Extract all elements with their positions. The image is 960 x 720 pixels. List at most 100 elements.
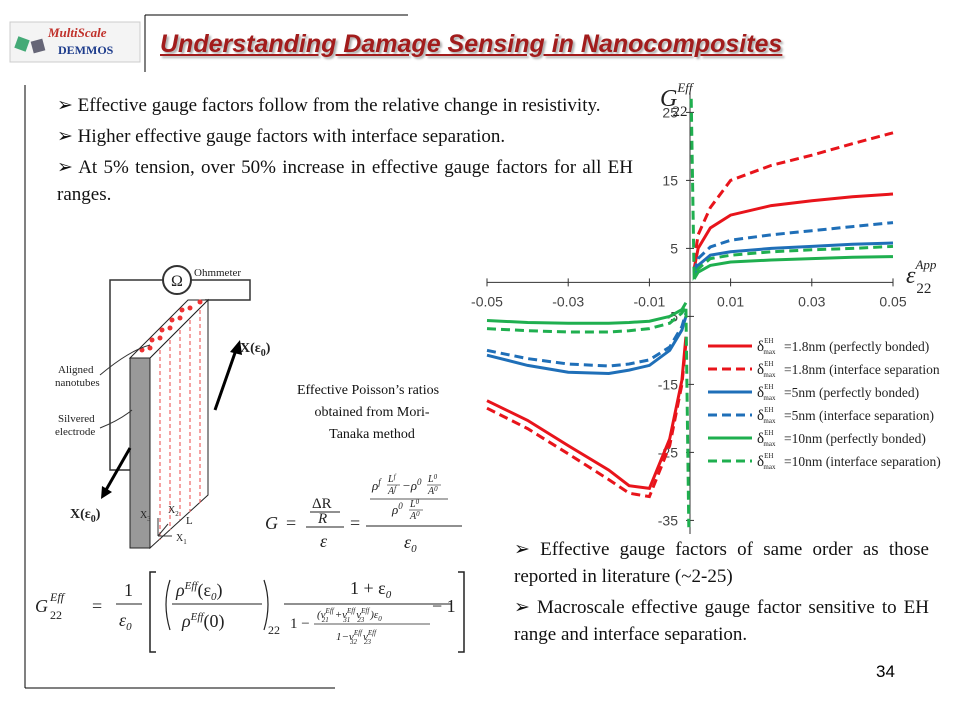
eq-term: ρ <box>391 502 398 517</box>
logo: MultiScale DEMMOS <box>9 21 141 63</box>
x-tick-label: 0.05 <box>879 293 906 309</box>
data-line <box>486 131 894 499</box>
load-close: ) <box>96 507 101 522</box>
electrode-label: electrode <box>55 426 95 438</box>
legend-symbol: δEH max <box>757 360 776 379</box>
eq-num: Af <box>387 485 397 497</box>
load-right: X(ε0) <box>240 341 271 359</box>
electrode-label: Silvered <box>58 413 95 425</box>
axis-x: X <box>176 533 184 544</box>
eq-num: Lf <box>387 473 397 485</box>
logo-bottom: DEMMOS <box>58 43 114 57</box>
axis-label: X1 <box>176 533 187 546</box>
eq-term: ε <box>320 531 328 551</box>
caption: Effective Poisson’s ratios obtained from… <box>297 383 439 442</box>
eq-term: 22 <box>50 608 62 622</box>
eq-small-num: (νEff 21 +νEff 31 νEff 23)ε0 <box>317 607 382 624</box>
data-line <box>486 255 894 325</box>
logo-top: MultiScale <box>47 25 107 40</box>
eq-term: Eff <box>353 629 363 637</box>
eq-term: 23 <box>364 638 372 646</box>
axis-label: X3 <box>140 510 151 523</box>
legend-symbol-sup: EH <box>764 383 773 391</box>
data-line <box>486 221 894 368</box>
legend-label: =1.8nm (perfectly bonded) <box>784 339 929 354</box>
legend-symbol-base: δ <box>757 408 764 424</box>
legend-symbol: δEH max <box>757 337 776 356</box>
x-tick-label: -0.03 <box>552 293 584 309</box>
legend-label: =5nm (perfectly bonded) <box>784 385 919 400</box>
legend-symbol-sup: EH <box>764 429 773 437</box>
eq-num: −ρ0 <box>402 477 422 493</box>
eq-term: L <box>427 474 434 485</box>
eq-term: Eff <box>367 629 377 637</box>
eq-term: 0 <box>126 621 132 633</box>
eq-term: 1 <box>124 580 133 600</box>
bullet: Effective gauge factors follow from the … <box>57 92 633 119</box>
x-tick-label: -0.01 <box>633 293 665 309</box>
legend-symbol-sub: max <box>763 440 776 448</box>
load-text: X(ε <box>70 507 91 522</box>
eq-term: (0) <box>203 611 224 632</box>
eq-term: 0 <box>416 510 420 518</box>
eq-term: ΔR <box>312 496 332 512</box>
load-sub: 0 <box>91 514 96 525</box>
legend: δEH max =1.8nm (perfectly bonded)δEH max =1.… <box>702 333 958 475</box>
caption-line: obtained from Mori- <box>314 405 429 420</box>
eq-term: Eff <box>360 607 370 615</box>
axis-label-sup: Eff <box>676 80 695 95</box>
eq-term: 0 <box>434 485 438 493</box>
eq-term: 0 <box>211 591 217 603</box>
axis-x: X <box>140 510 148 521</box>
frame <box>24 14 408 689</box>
axis-sub: 3 <box>147 515 151 523</box>
eq-term: −ρ <box>402 478 417 493</box>
eq-term: ρ <box>175 580 185 600</box>
legend-symbol-sub: max <box>763 463 776 471</box>
eq-term: +ν <box>335 609 347 621</box>
legend-symbol-sub: max <box>763 394 776 402</box>
eq-term: A <box>409 511 417 522</box>
eq-term: G <box>35 596 48 616</box>
eq-term: f <box>378 477 382 487</box>
eq-term: Eff <box>346 607 356 615</box>
axis-x: X <box>168 505 176 516</box>
bullet: Effective gauge factors of same order as… <box>514 536 929 590</box>
eq-term: G <box>265 513 278 533</box>
legend-symbol-sup: EH <box>764 406 773 414</box>
y-tick-label: 25 <box>662 104 678 120</box>
nanotubes-label: nanotubes <box>55 377 100 389</box>
legend-label: =10nm (interface separation) <box>784 454 941 469</box>
load-sub: 0 <box>261 348 266 359</box>
eq-term: ν <box>363 631 368 643</box>
eq-term: 23 <box>357 616 365 624</box>
eq-term: 32 <box>349 638 358 646</box>
eq-term: 0 <box>417 477 422 487</box>
eq-term: Eff <box>49 590 66 604</box>
eq-term: Eff <box>325 607 335 615</box>
y-tick-label: 15 <box>662 172 678 188</box>
legend-symbol: δEH max <box>757 383 776 402</box>
eq-term: 0 <box>416 498 420 506</box>
x-tick-label: 0.01 <box>717 293 744 309</box>
bullet: Macroscale effective gauge factor sensit… <box>514 594 929 648</box>
eq-term: 0 <box>386 589 392 601</box>
eq-term: L <box>387 474 394 485</box>
legend-symbol: δEH max <box>757 452 776 471</box>
length-label: L <box>186 515 193 527</box>
axis-label-base: G <box>660 86 677 112</box>
y-axis-label: GEff 22 <box>660 80 695 120</box>
legend-symbol-sup: EH <box>764 360 773 368</box>
eq-den: L0 <box>409 498 420 510</box>
eq-den: A0 <box>409 510 420 522</box>
eq-term: A <box>387 486 395 497</box>
eq-term: − 1 <box>432 596 456 616</box>
eq-term: 1 + ε <box>350 578 386 598</box>
legend-symbol-base: δ <box>757 431 764 447</box>
y-tick-label: -15 <box>658 376 678 392</box>
eq-term: Eff <box>184 580 200 592</box>
eq-term: f <box>394 473 397 481</box>
eq-num: L0 <box>427 473 438 485</box>
eq-num: ρEff(ε0) <box>175 580 223 603</box>
